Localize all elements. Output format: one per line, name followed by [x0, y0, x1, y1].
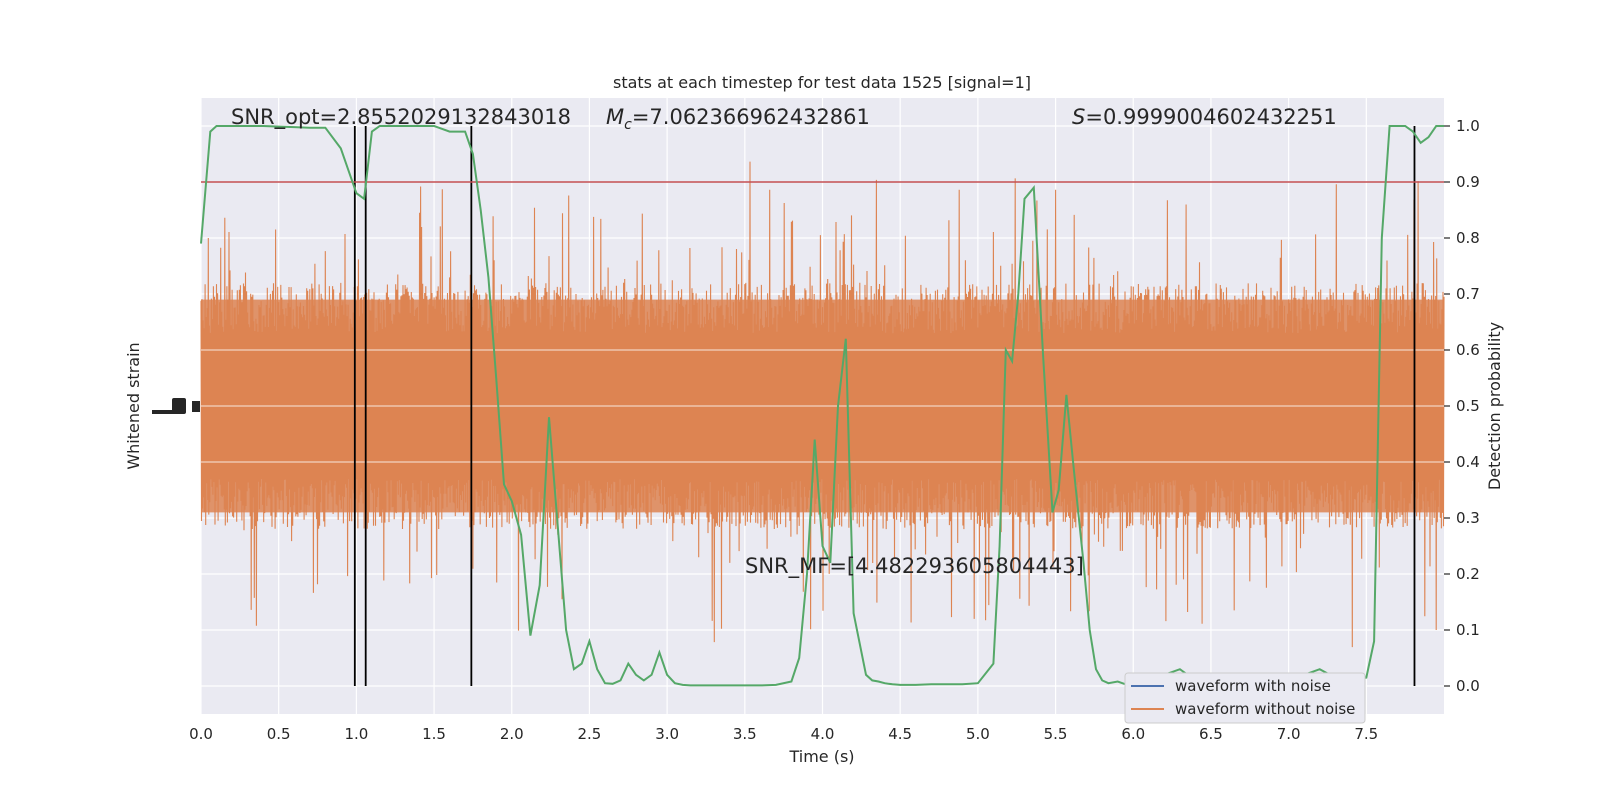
legend-label-with-noise: waveform with noise — [1175, 677, 1331, 695]
x-tick-label: 5.5 — [1044, 725, 1068, 743]
annotation-snr-mf: SNR_MF=[4.482293605804443] — [745, 554, 1084, 579]
x-tick-label: 4.5 — [888, 725, 912, 743]
x-tick-label: 2.0 — [500, 725, 524, 743]
y-axis-label-left: Whitened strain — [124, 342, 143, 469]
vertical-lines — [353, 126, 1416, 686]
chart-title: stats at each timestep for test data 152… — [613, 73, 1031, 92]
left-tick-blob — [152, 410, 180, 414]
x-tick-label: 2.5 — [578, 725, 602, 743]
left-axis-glyphs — [152, 398, 200, 414]
x-tick-label: 6.5 — [1199, 725, 1223, 743]
y-tick-label: 0.0 — [1456, 677, 1480, 695]
left-tick-blob — [192, 401, 200, 412]
x-axis-label: Time (s) — [788, 747, 854, 766]
y-tick-label: 0.2 — [1456, 565, 1480, 583]
y-tick-label: 0.7 — [1456, 285, 1480, 303]
y-tick-label: 0.3 — [1456, 509, 1480, 527]
x-tick-label: 1.5 — [422, 725, 446, 743]
x-tick-label: 0.5 — [267, 725, 291, 743]
x-tick-label: 4.0 — [811, 725, 835, 743]
y-tick-label: 0.1 — [1456, 621, 1480, 639]
annotation-s: S=0.9999004602432251 — [1072, 105, 1337, 129]
y-axis-label-right: Detection probability — [1485, 322, 1504, 490]
y-tick-label: 0.5 — [1456, 397, 1480, 415]
y-tick-label: 0.9 — [1456, 173, 1480, 191]
legend-label-without-noise: waveform without noise — [1175, 700, 1355, 718]
x-tick-label: 1.0 — [344, 725, 368, 743]
y-axis-ticks-right: 0.0 0.1 0.2 0.3 0.4 0.5 0.6 0.7 0.8 0.9 1.0 — [1444, 117, 1480, 695]
y-tick-label: 0.8 — [1456, 229, 1480, 247]
x-tick-label: 6.0 — [1121, 725, 1145, 743]
legend-box — [1124, 672, 1366, 724]
x-tick-label: 7.5 — [1354, 725, 1378, 743]
x-tick-label: 3.5 — [733, 725, 757, 743]
x-tick-label: 5.0 — [966, 725, 990, 743]
x-tick-label: 3.0 — [655, 725, 679, 743]
legend: waveform with noise waveform without noi… — [1124, 672, 1366, 724]
y-tick-label: 0.6 — [1456, 341, 1480, 359]
x-tick-label: 0.0 — [189, 725, 213, 743]
y-tick-label: 0.4 — [1456, 453, 1480, 471]
x-tick-label: 7.0 — [1277, 725, 1301, 743]
x-axis-ticks: 0.0 0.5 1.0 1.5 2.0 2.5 3.0 3.5 4.0 4.5 5.0 5.5 6.0 6… — [189, 725, 1378, 743]
strain-series — [200, 161, 1445, 648]
annotation-snr-opt: SNR_opt=2.8552029132843018 — [231, 105, 571, 130]
annotation-chirp-mass: Mc=7.062366962432861 — [606, 105, 870, 133]
y-tick-label: 1.0 — [1456, 117, 1480, 135]
left-tick-blob — [172, 398, 186, 414]
